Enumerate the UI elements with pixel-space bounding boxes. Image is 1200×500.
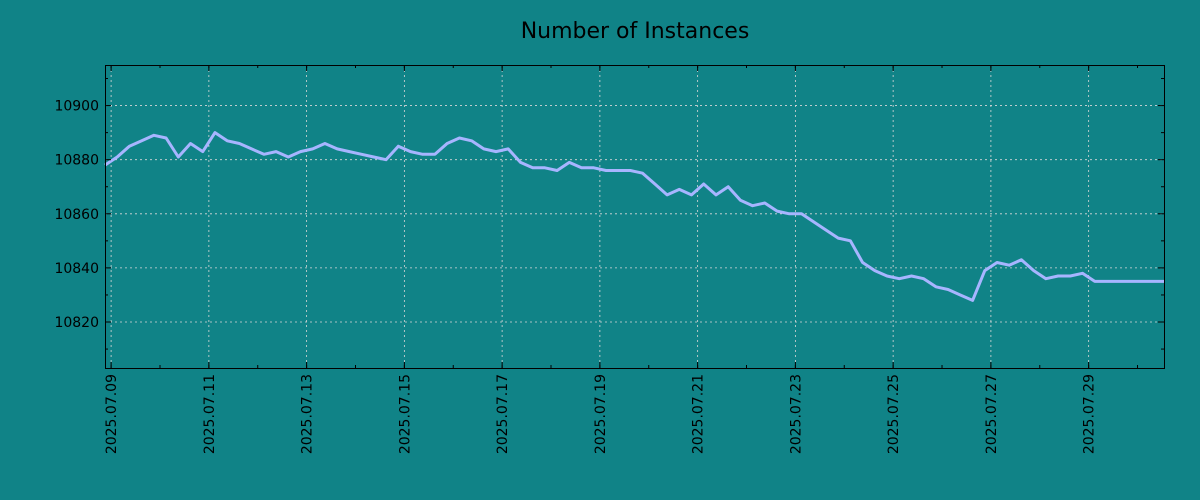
x-tick-label: 2025.07.15: [397, 374, 413, 454]
y-tick-label: 10900: [54, 99, 99, 115]
x-tick-label: 2025.07.23: [788, 374, 804, 454]
x-tick-label: 2025.07.29: [1082, 374, 1098, 454]
y-tick-label: 10820: [54, 315, 99, 331]
x-tick-label: 2025.07.25: [886, 374, 902, 454]
plot-frame: [105, 65, 1165, 369]
grid-lines: [105, 65, 1164, 368]
x-tick-label: 2025.07.21: [691, 374, 707, 454]
series-layer: [104, 131, 1164, 302]
x-tick-label: 2025.07.27: [984, 374, 1000, 454]
x-tick-label: 2025.07.19: [593, 374, 609, 454]
y-tick-label: 10840: [54, 261, 99, 277]
axes: 10820 10840 10860 10880 10900 2025.07.09 2025.…: [54, 65, 1164, 454]
x-tick-label: 2025.07.17: [495, 374, 511, 454]
x-tick-label: 2025.07.11: [202, 374, 218, 454]
y-tick-label: 10880: [54, 153, 99, 169]
x-tick-label: 2025.07.13: [300, 374, 316, 454]
y-tick-label: 10860: [54, 207, 99, 223]
chart-title: Number of Instances: [521, 19, 750, 44]
series-line: [104, 131, 1164, 302]
x-tick-label: 2025.07.09: [104, 374, 120, 454]
